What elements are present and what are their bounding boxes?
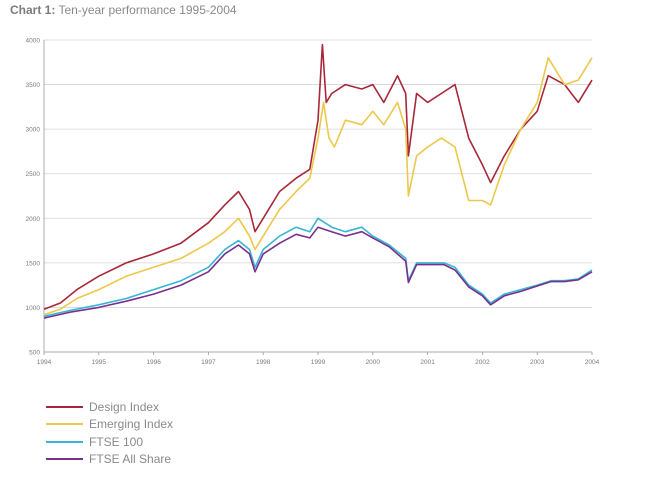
x-tick-label: 1995 (92, 359, 107, 366)
x-tick-label: 2002 (475, 359, 490, 366)
y-tick-label: 3500 (26, 82, 41, 89)
y-tick-label: 2000 (26, 216, 41, 223)
x-tick-label: 1996 (146, 359, 161, 366)
series-line-ftse-100 (43, 217, 593, 318)
y-tick-label: 500 (29, 350, 40, 357)
line-chart: 500 1000 1500 2000 2500 3000 3500 4000 1994 1995 1… (26, 38, 600, 367)
chart-legend: Design Index Emerging Index FTSE 100 FTSE A… (46, 398, 173, 468)
legend-item-ftse-all-share: FTSE All Share (46, 451, 173, 469)
y-tick-label: 3000 (26, 127, 41, 134)
legend-swatch (46, 405, 83, 408)
x-tick-label: 2004 (585, 359, 600, 366)
series-line-emerging-index (43, 56, 593, 316)
series-line-design-index (43, 43, 593, 310)
x-tick-label: 2000 (366, 359, 381, 366)
legend-label: Emerging Index (89, 417, 174, 432)
x-tick-label: 2001 (420, 359, 435, 366)
legend-label: FTSE All Share (89, 452, 172, 467)
legend-swatch (46, 423, 83, 426)
legend-item-emerging-index: Emerging Index (46, 416, 173, 434)
x-tick-label: 1994 (37, 359, 52, 366)
legend-swatch (46, 440, 83, 443)
series-line-ftse-all-share (43, 226, 593, 319)
y-tick-label: 1000 (26, 305, 41, 312)
chart-title-text: Ten-year performance 1995-2004 (58, 3, 237, 17)
legend-item-ftse-100: FTSE 100 (46, 433, 173, 451)
x-tick-label: 1999 (311, 359, 326, 366)
y-tick-label: 4000 (26, 38, 41, 45)
chart-title: Chart 1: Ten-year performance 1995-2004 (10, 3, 237, 17)
legend-label: Design Index (89, 399, 160, 414)
y-tick-label: 1500 (26, 260, 41, 267)
x-tick-label: 1997 (201, 359, 216, 366)
x-tick-label: 1998 (256, 359, 271, 366)
y-tick-label: 2500 (26, 171, 41, 178)
x-tick-label: 2003 (530, 359, 545, 366)
legend-label: FTSE 100 (89, 434, 144, 449)
legend-swatch (46, 458, 83, 461)
chart-title-lead: Chart 1: (10, 3, 56, 17)
legend-item-design-index: Design Index (46, 398, 173, 416)
